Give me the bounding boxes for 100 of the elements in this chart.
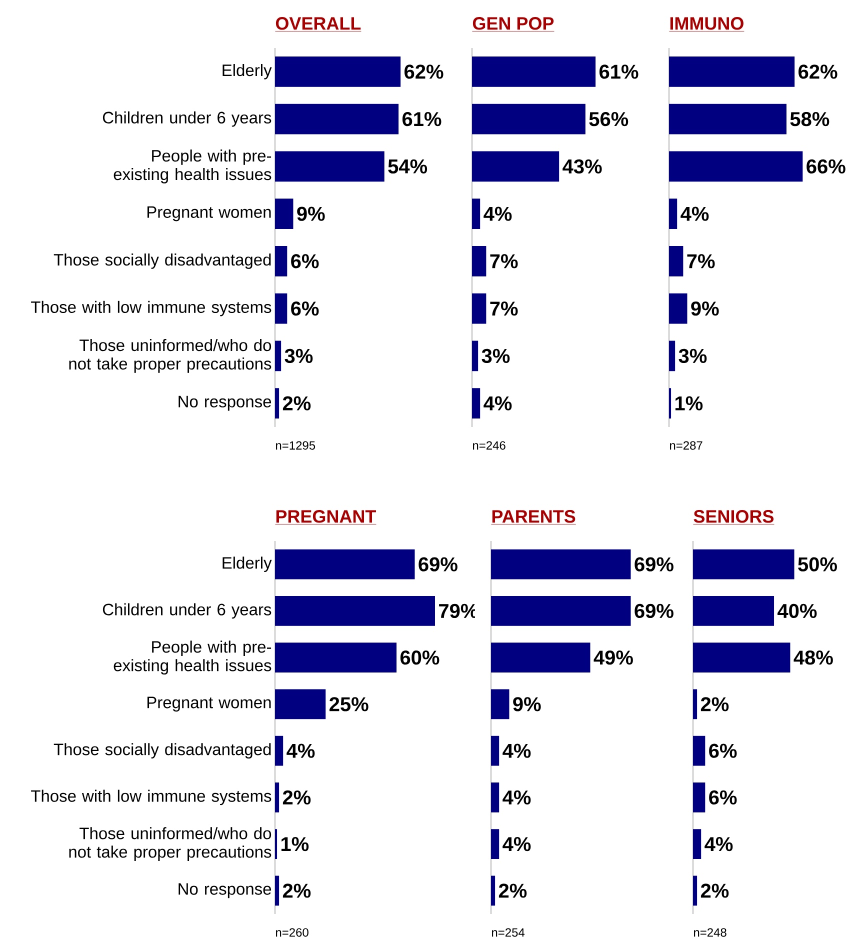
- y-tick-label: Pregnant women: [147, 206, 271, 222]
- bar: [669, 198, 678, 229]
- bar: [275, 340, 282, 372]
- data-label: 4%: [484, 206, 512, 221]
- data-label: 2%: [700, 697, 729, 712]
- y-tick-label: Children under 6 years: [102, 603, 272, 619]
- data-label: 4%: [680, 206, 709, 221]
- data-label: 7%: [687, 254, 715, 268]
- data-label: 9%: [691, 301, 719, 316]
- bar: [693, 596, 774, 626]
- bar: [472, 56, 596, 87]
- bar: [669, 293, 688, 324]
- data-label: 3%: [284, 348, 313, 364]
- data-label: 2%: [282, 396, 311, 410]
- data-label: 25%: [330, 697, 368, 712]
- data-label: 43%: [562, 159, 602, 174]
- bar: [669, 104, 786, 134]
- y-tick-label: Those uninformed/who do not take proper precautions: [69, 339, 272, 373]
- text: n=246: [473, 441, 506, 450]
- text: n=287: [670, 441, 702, 450]
- y-tick-label: Those with low immune systems: [31, 790, 272, 806]
- data-label: 4%: [502, 790, 531, 804]
- data-label: 9%: [513, 697, 541, 712]
- text: n=1295: [276, 441, 316, 450]
- bar: [275, 876, 280, 906]
- bar: [275, 549, 415, 580]
- bar: [275, 642, 397, 672]
- y-tick-label: Elderly: [222, 556, 272, 572]
- data-label: 4%: [502, 744, 531, 758]
- y-tick-label: Those socially disadvantaged: [54, 743, 271, 759]
- bar: [669, 340, 676, 372]
- y-tick-label: No response: [178, 396, 272, 411]
- bar: [669, 151, 803, 182]
- data-label: 1%: [675, 396, 703, 410]
- data-label: 2%: [700, 884, 729, 898]
- bar: [491, 829, 500, 859]
- bar: [275, 736, 284, 766]
- bar: [491, 689, 510, 720]
- data-label: 69%: [418, 557, 458, 572]
- data-label: 69%: [634, 557, 674, 572]
- data-label: 4%: [502, 837, 531, 852]
- bar: [472, 151, 560, 182]
- data-label: 56%: [589, 112, 628, 126]
- bar: [275, 56, 401, 87]
- data-label: 66%: [806, 159, 846, 174]
- bar: [472, 340, 478, 372]
- bar: [491, 642, 590, 672]
- data-label: 61%: [402, 112, 442, 126]
- data-label: 69%: [634, 604, 674, 618]
- bar: [472, 388, 480, 418]
- bar: [472, 198, 480, 229]
- bar: [693, 782, 706, 812]
- text: n=260: [276, 928, 308, 937]
- data-label: 48%: [794, 650, 833, 665]
- data-label: 49%: [594, 650, 633, 665]
- data-label: 6%: [291, 301, 319, 316]
- data-label: 4%: [704, 837, 733, 852]
- bar: [472, 293, 486, 324]
- data-label: 40%: [778, 604, 817, 618]
- data-label: 6%: [709, 790, 737, 805]
- text: n=248: [694, 928, 726, 937]
- data-label: 4%: [484, 396, 512, 410]
- bar: [669, 56, 795, 87]
- y-tick-label: Children under 6 years: [102, 111, 272, 127]
- y-tick-label: Pregnant women: [147, 696, 271, 712]
- chart-title: GEN POP: [472, 17, 554, 30]
- bar: [693, 829, 702, 859]
- bar: [275, 246, 288, 276]
- y-tick-label: No response: [178, 883, 272, 898]
- y-tick-label: Those with low immune systems: [31, 300, 272, 316]
- bar: [275, 104, 399, 134]
- bar: [669, 246, 684, 276]
- data-label: 4%: [286, 744, 315, 758]
- chart-title: IMMUNO: [670, 17, 744, 30]
- data-label: 2%: [282, 884, 311, 898]
- chart-title: SENIORS: [694, 510, 774, 523]
- data-label: 54%: [388, 159, 428, 174]
- bar: [275, 198, 294, 229]
- data-label: 58%: [790, 112, 830, 126]
- bar: [693, 736, 706, 766]
- bar: [472, 104, 586, 134]
- data-label: 1%: [281, 837, 309, 852]
- bar: [491, 736, 500, 766]
- data-label: 7%: [490, 254, 518, 268]
- y-tick-label: People with pre-existing health issues: [114, 640, 272, 675]
- bar: [275, 689, 326, 720]
- text: n=254: [492, 928, 525, 937]
- data-label: 7%: [490, 302, 518, 316]
- chart-title: PARENTS: [492, 510, 576, 523]
- y-tick-label: People with pre-existing health issues: [114, 150, 272, 184]
- bar: [275, 293, 288, 324]
- bar: [275, 151, 384, 182]
- y-tick-label: Elderly: [222, 64, 272, 80]
- data-label: 62%: [798, 64, 838, 79]
- data-label: 50%: [798, 557, 837, 572]
- data-label: 60%: [400, 650, 440, 665]
- data-label: 2%: [498, 884, 527, 898]
- data-label: 2%: [282, 790, 311, 805]
- y-tick-label: Those uninformed/who do not take proper precautions: [69, 827, 272, 862]
- bar: [491, 596, 631, 626]
